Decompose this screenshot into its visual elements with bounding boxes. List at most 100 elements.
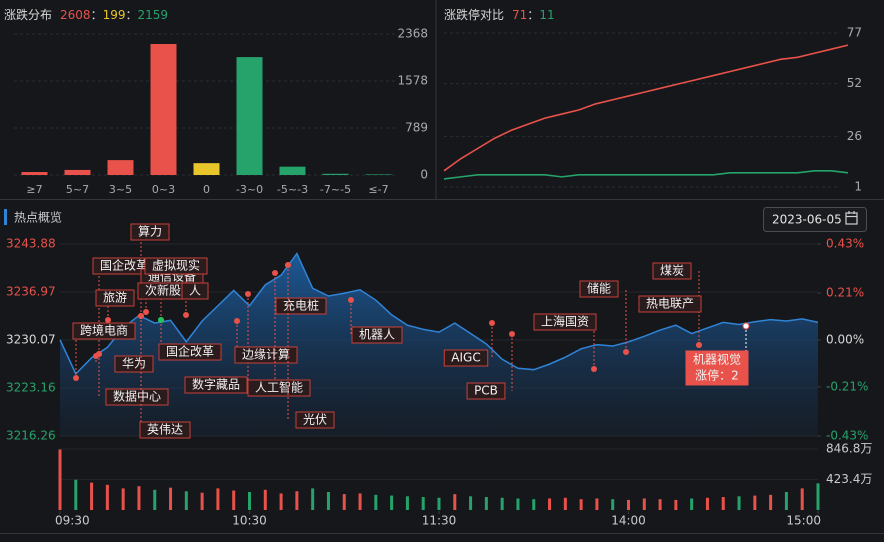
date-picker[interactable]	[763, 207, 867, 232]
y-tick-label: 1	[854, 180, 862, 194]
volume-bar	[421, 497, 425, 510]
tag-label: 虚拟现实	[152, 258, 200, 273]
x-tick-label: 14:00	[611, 514, 646, 528]
tag-dot	[272, 270, 278, 276]
y-tick-label: 423.4万	[826, 472, 872, 486]
tag-box	[234, 346, 298, 364]
y2-tick-label: -0.21%	[826, 379, 868, 393]
volume-bar	[453, 494, 457, 510]
volume-bar	[532, 499, 536, 510]
tag-dot	[696, 342, 702, 348]
y-tick-label: 3216.26	[6, 429, 56, 443]
calendar-icon[interactable]	[845, 211, 858, 225]
tag-box	[351, 326, 403, 344]
tag-dot	[234, 318, 240, 324]
x-tick-label: 0~3	[152, 183, 175, 196]
x-tick-label: -7~-5	[320, 183, 351, 196]
volume-bar	[153, 489, 157, 510]
summary-count: 2159	[138, 8, 169, 22]
volume-bar	[326, 491, 330, 510]
tag-label: 国企改革	[100, 258, 148, 273]
tag-dot	[73, 375, 79, 381]
volume-bar	[690, 498, 694, 510]
bar	[150, 44, 177, 175]
bar	[322, 173, 349, 175]
bar	[365, 174, 392, 175]
volume-bar	[295, 491, 299, 510]
volume-bar	[800, 488, 804, 510]
tag-label: 英伟达	[147, 423, 183, 437]
tag-label: 跨境电商	[80, 323, 128, 338]
x-tick-label: 10:30	[232, 514, 267, 528]
volume-bar	[74, 479, 78, 510]
summary-count: 71	[512, 8, 527, 22]
volume-bar	[627, 499, 630, 510]
volume-bar	[579, 499, 583, 510]
volume-bar	[232, 490, 236, 510]
volume-bar	[784, 491, 788, 510]
bar	[64, 169, 91, 175]
y-tick-label: 789	[405, 121, 428, 135]
date-text[interactable]: 2023-06-05	[772, 213, 842, 227]
tag-box	[443, 349, 489, 367]
tag-label: AIGC	[451, 351, 480, 365]
volume-bar	[184, 491, 188, 510]
tag-label: 煤炭	[660, 264, 684, 278]
tag-box	[144, 257, 208, 275]
bar	[236, 57, 263, 175]
y2-tick-label: 0.00%	[826, 333, 864, 347]
title-marker	[4, 209, 7, 225]
y-tick-label: 1578	[397, 74, 428, 88]
volume-bar	[611, 499, 615, 510]
panel-title: 涨跌停对比 71：11	[444, 7, 555, 22]
tag-box	[685, 350, 749, 386]
y2-tick-label: -0.43%	[826, 429, 868, 443]
tag-box	[652, 262, 692, 280]
y2-tick-label: 0.43%	[826, 237, 864, 251]
tag-label: 人工智能	[255, 380, 303, 395]
y-tick-label: 3223.16	[6, 381, 56, 395]
tag-dot	[623, 349, 629, 355]
y-tick-label: 846.8万	[826, 442, 872, 456]
panel-title: 涨跌分布 2608：199：2159	[4, 7, 168, 22]
bar	[193, 163, 220, 175]
y2-tick-label: 0.21%	[826, 286, 864, 300]
tag-dot	[348, 297, 354, 303]
tag-label: 数据中心	[113, 389, 161, 404]
tag-box	[638, 295, 702, 313]
tag-dot	[143, 309, 149, 315]
tag-box	[95, 289, 135, 307]
tag-box	[181, 282, 209, 300]
tag-label: 储能	[587, 281, 611, 296]
tag-label: 机器视觉	[693, 352, 741, 367]
volume-bar	[405, 496, 409, 510]
volume-bar	[90, 482, 94, 510]
title-text: 涨跌分布	[4, 7, 52, 22]
tag-box	[114, 355, 154, 373]
tag-box	[184, 376, 248, 394]
tag-dot	[245, 291, 251, 297]
series-line	[443, 169, 849, 180]
volume-bar	[216, 488, 220, 510]
tag-dot	[158, 317, 164, 323]
tag-box	[130, 223, 170, 241]
x-tick-label: 11:30	[422, 514, 457, 528]
bar	[21, 172, 48, 175]
tag-label: 次新股	[145, 283, 181, 298]
y-tick-label: 3243.88	[6, 237, 56, 251]
volume-bar	[769, 494, 773, 510]
tag-dot	[285, 262, 291, 268]
x-tick-label: 0	[203, 183, 210, 196]
volume-bar	[642, 498, 646, 510]
y-tick-label: 3236.97	[6, 285, 56, 299]
volume-bar	[279, 493, 283, 510]
volume-bar	[484, 497, 488, 510]
volume-bar	[358, 493, 362, 510]
separator: ：	[125, 8, 137, 22]
summary-count: 199	[103, 8, 126, 22]
x-tick-label: 15:00	[786, 514, 821, 528]
tag-box	[466, 382, 506, 400]
series-line	[443, 44, 849, 172]
volume-bar	[674, 499, 678, 510]
